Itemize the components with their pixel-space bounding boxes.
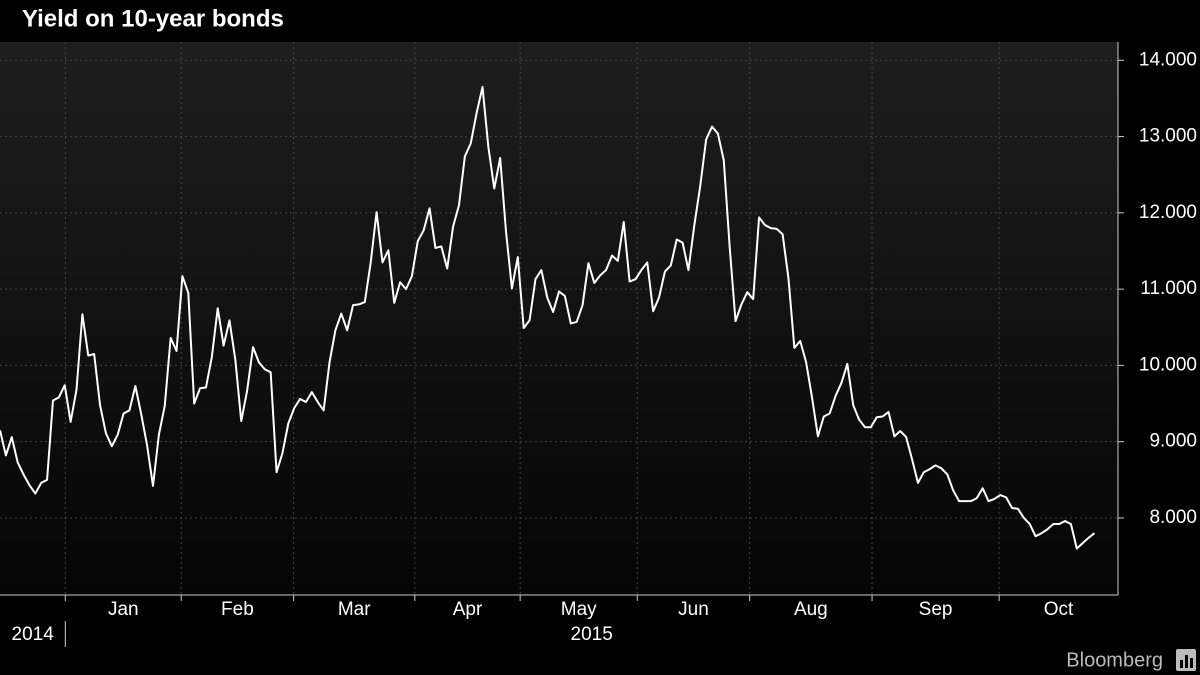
plot-area bbox=[0, 42, 1118, 595]
x-tick-label: May bbox=[561, 599, 597, 620]
data-line bbox=[0, 86, 1096, 550]
y-tick-label: 13.000 bbox=[1139, 126, 1197, 147]
year-label: 2015 bbox=[571, 624, 613, 645]
x-tick-label: Mar bbox=[338, 599, 371, 620]
y-tick-label: 10.000 bbox=[1139, 354, 1197, 375]
x-tick-label: Oct bbox=[1044, 599, 1074, 620]
x-tick-label: Apr bbox=[453, 599, 483, 620]
y-tick-label: 14.000 bbox=[1139, 49, 1197, 70]
x-tick-label: Aug bbox=[794, 599, 828, 620]
source: Bloomberg bbox=[1066, 649, 1163, 671]
y-tick-label: 12.000 bbox=[1139, 202, 1197, 223]
year-label: 2014 bbox=[12, 624, 55, 645]
chart-layer: 8.000 9.000 10.000 11.000 12.000 13.000 14.000… bbox=[0, 42, 1197, 647]
y-tick-label: 9.000 bbox=[1149, 431, 1197, 452]
chart-title: Yield on 10-year bonds bbox=[22, 5, 284, 32]
logo bbox=[1176, 649, 1196, 671]
x-tick-label: Feb bbox=[221, 599, 254, 620]
y-tick-label: 11.000 bbox=[1140, 278, 1197, 299]
x-tick-label: Jan bbox=[108, 599, 139, 620]
y-tick-label: 8.000 bbox=[1149, 507, 1197, 528]
x-tick-label: Jun bbox=[678, 599, 709, 620]
x-tick-label: Sep bbox=[919, 599, 953, 620]
